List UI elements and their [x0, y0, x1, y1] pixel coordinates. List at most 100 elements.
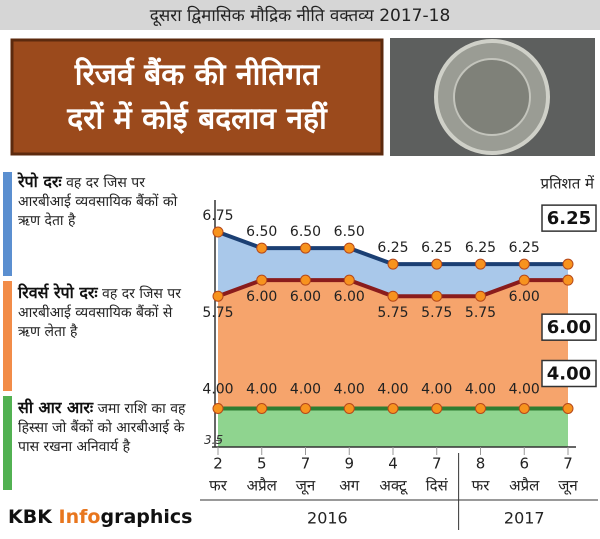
x-tick-label: जून	[296, 477, 316, 496]
title: दरों में कोई बदलाव नहीं	[66, 101, 328, 137]
marker	[431, 403, 443, 414]
marker	[300, 274, 311, 286]
value-label: 6.00	[334, 289, 365, 305]
marker	[475, 290, 486, 302]
value-label: 6.00	[246, 289, 277, 305]
marker	[518, 403, 530, 414]
value-label: 6.00	[290, 289, 321, 305]
value-label: 4.00	[246, 382, 277, 398]
title: रिजर्व बैंक की नीतिगत	[74, 57, 321, 93]
x-tick-label: अग	[339, 477, 359, 495]
value-label: 6.75	[202, 208, 233, 224]
marker	[562, 258, 574, 270]
marker	[343, 403, 355, 414]
value-label: 6.00	[509, 289, 540, 305]
x-tick-label: जून	[558, 477, 578, 496]
legend-bar	[3, 396, 12, 490]
header-bar	[0, 0, 600, 30]
series-description: सी आर आरः जमा राशि का वह हिस्सा जो बैंको…	[18, 398, 198, 457]
x-tick-label: 7	[301, 455, 311, 473]
x-tick-label: 7	[563, 455, 573, 473]
y-tick-label: 3.5	[204, 433, 223, 447]
marker	[343, 242, 355, 254]
marker	[562, 274, 574, 286]
title-box	[10, 38, 384, 156]
x-tick-label: फर	[472, 477, 491, 495]
marker	[212, 403, 224, 414]
x-tick-label: 2	[213, 455, 223, 473]
value-label: 4.00	[509, 382, 540, 398]
seal-inner	[453, 58, 531, 136]
value-label: 6.50	[334, 224, 365, 240]
x-tick-label: दिसं	[426, 477, 449, 495]
marker	[300, 403, 311, 414]
value-label-box	[541, 359, 597, 388]
value-label-box	[541, 313, 597, 341]
value-label: 6.25	[509, 240, 540, 256]
marker	[518, 274, 530, 286]
year-label: 2017	[504, 509, 545, 528]
marker	[518, 258, 530, 270]
x-tick-label: 4	[388, 455, 398, 473]
series-description: रेपो दरः वह दर जिस पर आरबीआई व्यवसायिक ब…	[18, 172, 198, 231]
series-description: रिवर्स रेपो दरः वह दर जिस पर आरबीआई व्यव…	[18, 283, 198, 342]
marker	[475, 258, 486, 270]
x-tick-label: 6	[519, 455, 529, 473]
x-tick-label: 8	[476, 455, 486, 473]
value-label: 4.00	[334, 382, 365, 398]
value-label: 6.50	[246, 224, 277, 240]
marker	[387, 403, 399, 414]
x-tick-label: 9	[344, 455, 354, 473]
marker	[256, 403, 268, 414]
x-tick-label: 7	[432, 455, 442, 473]
x-tick-label: 5	[257, 455, 267, 473]
value-label: 4.00	[465, 382, 496, 398]
value-label: 6.25	[547, 208, 591, 229]
value-label: 6.25	[377, 240, 408, 256]
value-label: 5.75	[202, 305, 233, 321]
marker	[431, 258, 443, 270]
value-label: 4.00	[290, 382, 321, 398]
value-label: 6.00	[547, 317, 591, 338]
x-tick-label: फर	[209, 477, 228, 495]
brand-part: graphics	[100, 506, 192, 528]
legend-bar	[3, 281, 12, 391]
value-label: 4.00	[421, 382, 452, 398]
x-tick-label: अक्टू	[379, 477, 408, 496]
legend-description: जमा राशि का वह हिस्सा जो बैंकों को आरबीआ…	[18, 401, 186, 455]
marker	[562, 403, 574, 414]
marker	[343, 274, 355, 286]
marker	[300, 242, 311, 254]
legend-description: वह दर जिस पर आरबीआई व्यवसायिक बैंकों से …	[18, 286, 181, 340]
value-label: 4.00	[547, 364, 591, 385]
legend-description: वह दर जिस पर आरबीआई व्यवसायिक बैंकों को …	[18, 175, 178, 229]
year-label: 2016	[307, 509, 348, 528]
area-fill	[218, 408, 568, 447]
marker	[387, 258, 399, 270]
marker	[431, 290, 443, 302]
legend-name: सी आर आरः	[18, 398, 94, 417]
marker	[256, 274, 268, 286]
legend-name: रेपो दरः	[18, 172, 62, 191]
value-label: 4.00	[202, 382, 233, 398]
legend-name: रिवर्स रेपो दरः	[18, 283, 98, 302]
value-label: 5.75	[465, 305, 496, 321]
value-label: 6.50	[290, 224, 321, 240]
brand: KBK Infographics	[8, 506, 192, 528]
marker	[212, 226, 224, 238]
marker	[387, 290, 399, 302]
x-tick-label: अप्रैल	[247, 477, 278, 495]
marker	[475, 403, 486, 414]
x-tick-label: अप्रैल	[509, 477, 540, 495]
unit: प्रतिशत में	[541, 175, 595, 193]
value-label: 6.25	[421, 240, 452, 256]
value-label: 4.00	[377, 382, 408, 398]
value-label: 5.75	[377, 305, 408, 321]
brand-part: KBK	[8, 506, 59, 528]
marker	[212, 290, 224, 302]
value-label-box	[541, 204, 597, 232]
legend-bar	[3, 172, 12, 276]
value-label: 6.25	[465, 240, 496, 256]
